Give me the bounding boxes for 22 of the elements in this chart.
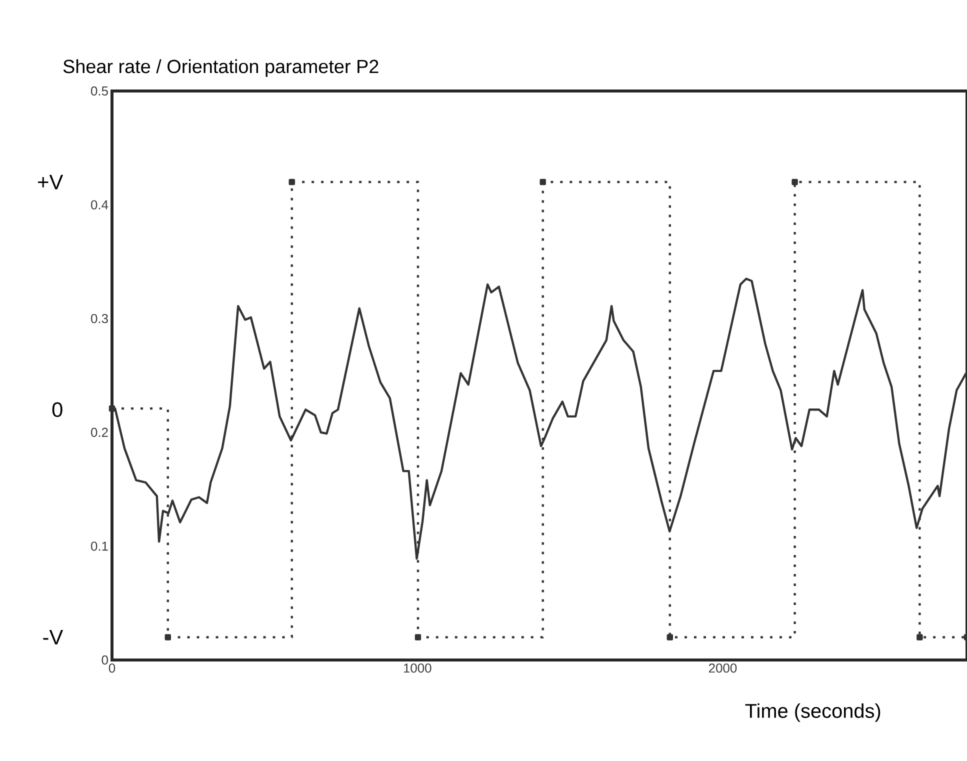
y-tick-label: 0.2	[90, 428, 108, 437]
point	[288, 178, 295, 186]
y-tick-label: 0.4	[90, 200, 108, 210]
y-tick-label: 0.1	[90, 542, 108, 551]
x-axis-title: Time (seconds)	[745, 703, 880, 722]
text: 0	[52, 402, 62, 418]
point	[540, 178, 546, 186]
point	[916, 634, 923, 640]
point	[108, 405, 116, 412]
point	[414, 634, 422, 640]
y-tick-label: 0	[102, 655, 108, 665]
chart-title: Shear rate / Orientation parameter P2	[63, 59, 378, 77]
point	[666, 634, 673, 640]
point	[792, 178, 798, 186]
y-tick-label: 0.3	[90, 314, 108, 324]
point	[164, 634, 171, 640]
text: -V	[43, 630, 64, 644]
x-tick-label: 2000	[708, 664, 737, 673]
text: +V	[38, 174, 64, 190]
x-tick-label: 1000	[404, 664, 432, 673]
y-tick-label: 0.5	[90, 86, 108, 96]
x-tick-label: 0	[108, 664, 116, 673]
